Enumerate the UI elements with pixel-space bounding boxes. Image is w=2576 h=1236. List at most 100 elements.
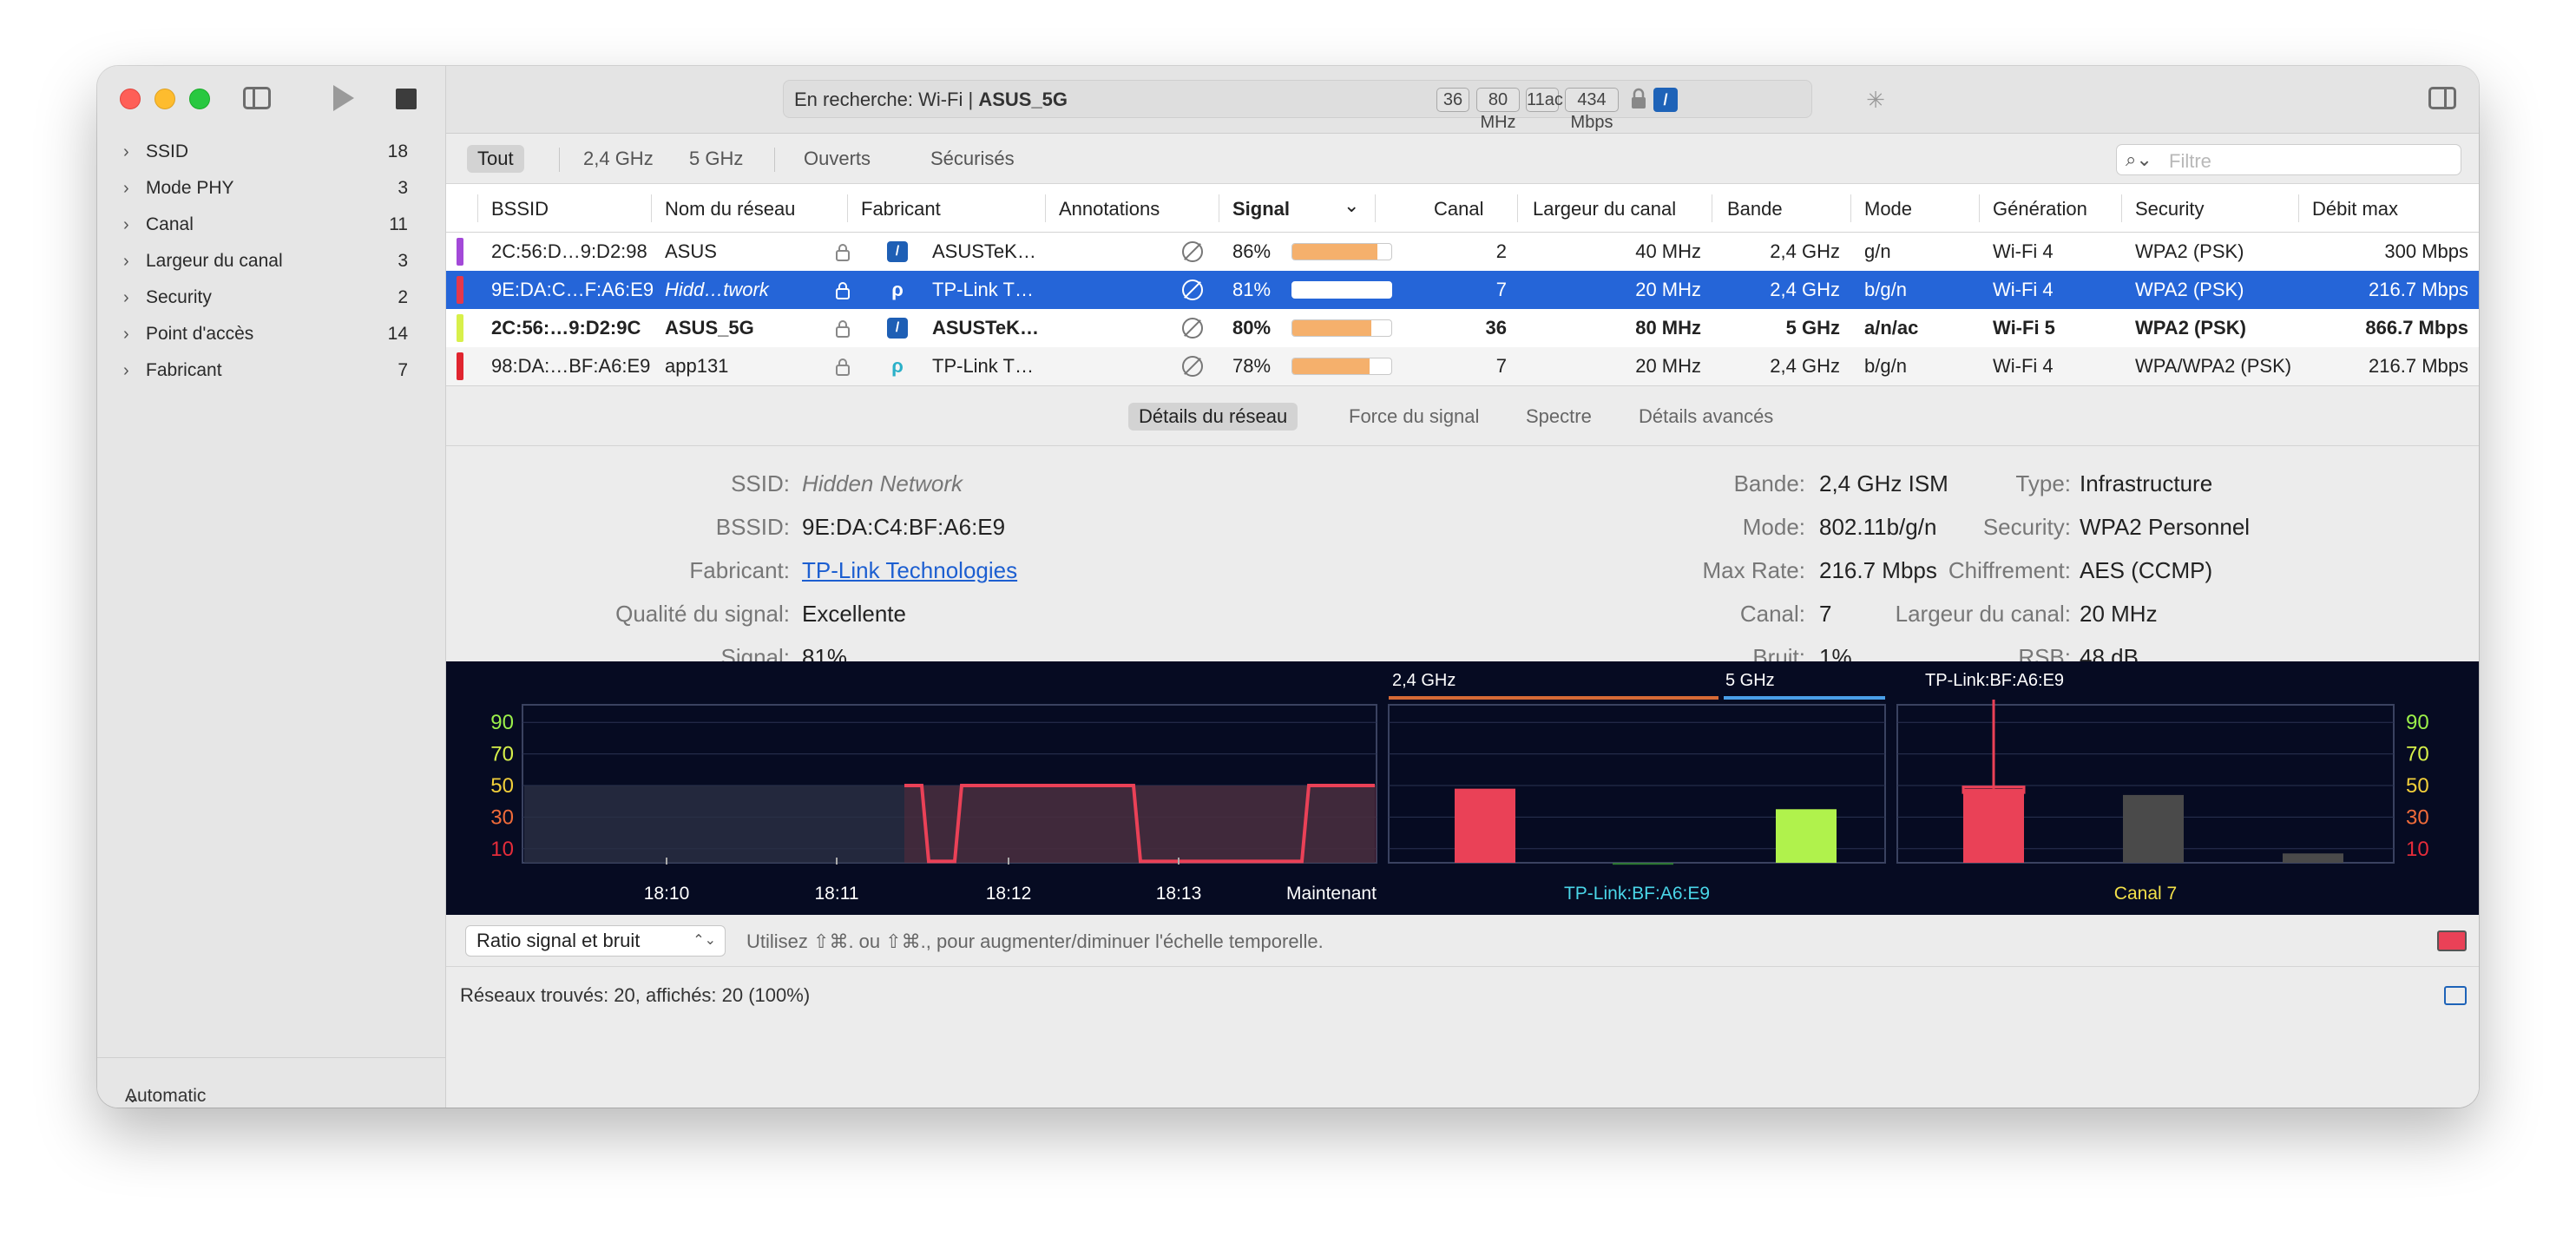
width-cell: 80 MHz (1635, 317, 1701, 339)
tab-spectrum[interactable]: Spectre (1526, 405, 1592, 427)
tab-network-details[interactable]: Détails du réseau (1128, 403, 1298, 431)
gen-cell: Wi-Fi 4 (1993, 279, 2054, 300)
detail-label: Mode: (1742, 514, 1805, 540)
graph-mode-value: Ratio signal et bruit (476, 930, 641, 951)
manufacturer-cell: ASUSTeK… (932, 240, 1036, 262)
play-icon[interactable] (333, 85, 354, 111)
column-separator (651, 194, 652, 222)
column-header[interactable]: Canal (1434, 198, 1484, 220)
detail-label: Bande: (1733, 470, 1805, 496)
main-area: En recherche: Wi-Fi | ASUS_5G 36 80 MHz … (446, 66, 2479, 1108)
sidebar-item[interactable]: › Canal 11 (97, 207, 446, 243)
detail-value: AES (CCMP) (2080, 557, 2213, 583)
tplink-logo-icon: ρ (891, 355, 904, 377)
y-tick-label: 10 (2406, 838, 2429, 861)
network-name-cell: app131 (665, 355, 729, 377)
detail-value: 7 (1819, 601, 1832, 627)
column-header[interactable]: Génération (1993, 198, 2087, 220)
detail-value: Infrastructure (2080, 470, 2213, 496)
sidebar-item[interactable]: › Point d'accès 14 (97, 316, 446, 352)
band-cell: 2,4 GHz (1770, 240, 1840, 262)
detail-tabs: Détails du réseau Force du signal Spectr… (446, 385, 2479, 446)
tab-advanced-details[interactable]: Détails avancés (1639, 405, 1774, 427)
filter-5ghz[interactable]: 5 GHz (689, 148, 744, 169)
search-field[interactable]: ⌕⌄ Filtre (2116, 144, 2461, 175)
column-separator (477, 194, 478, 222)
app-window: › SSID 18 › Mode PHY 3 › Canal 11 › Largeur du can… (97, 66, 2479, 1108)
filter-secured[interactable]: Sécurisés (930, 148, 1015, 169)
automatic-filters-menu[interactable]: Automatic Filters ⌄ (97, 1057, 446, 1108)
asus-brand-icon: / (1653, 88, 1678, 112)
no-annotation-icon[interactable] (1182, 241, 1203, 262)
y-tick-label: 50 (2406, 774, 2429, 798)
signal-graph: 90 90 70 70 50 50 30 30 10 10 18:10 18:11 18:12 18:13… (446, 661, 2479, 915)
column-header[interactable]: Nom du réseau (665, 198, 796, 220)
signal-cell: 81% (1232, 279, 1272, 300)
graph-mode-select[interactable]: Ratio signal et bruit ⌃⌄ (465, 925, 726, 957)
column-separator (1045, 194, 1046, 222)
table-row[interactable]: 98:DA:…BF:A6:E9 app131 ρ TP-Link T… 78% 7 20 M… (446, 347, 2479, 385)
minimize-window-button[interactable] (154, 89, 175, 109)
graph-color-swatch[interactable] (2437, 930, 2467, 951)
detail-value: WPA2 Personnel (2080, 514, 2251, 540)
sidebar-toggle-icon[interactable] (243, 87, 271, 109)
sidebar-item[interactable]: › Security 2 (97, 279, 446, 316)
zoom-hint: Utilisez ⇧⌘. ou ⇧⌘., pour augmenter/dimi… (746, 930, 1324, 952)
band-bar (1776, 809, 1837, 863)
network-name-cell: Hidd…twork (665, 279, 769, 300)
column-separator (1375, 194, 1376, 222)
sidebar: › SSID 18 › Mode PHY 3 › Canal 11 › Largeur du can… (97, 66, 446, 1108)
sort-chevron-icon[interactable]: ⌄ (1344, 194, 1360, 216)
stop-icon[interactable] (396, 89, 417, 109)
filter-24ghz[interactable]: 2,4 GHz (583, 148, 654, 169)
column-header[interactable]: Bande (1727, 198, 1783, 220)
graph-network-label: TP-Link:BF:A6:E9 (1564, 884, 1710, 904)
column-header[interactable]: Débit max (2312, 198, 2399, 220)
sidebar-item-count: 3 (398, 251, 408, 271)
detail-label: Canal: (1739, 601, 1805, 627)
sidebar-item[interactable]: › SSID 18 (97, 134, 446, 170)
signal-bar-fill (1292, 320, 1372, 336)
no-annotation-icon[interactable] (1182, 356, 1203, 377)
chevron-right-icon: › (123, 142, 129, 161)
sidebar-item[interactable]: › Fabricant 7 (97, 352, 446, 389)
close-window-button[interactable] (120, 89, 141, 109)
sidebar-item-label: Security (146, 287, 212, 307)
column-header[interactable]: Largeur du canal (1533, 198, 1677, 220)
sidebar-filter-list: › SSID 18 › Mode PHY 3 › Canal 11 › Largeur du can… (97, 134, 446, 389)
selected-network-bracket (1962, 786, 2026, 794)
column-separator (2121, 194, 2122, 222)
column-header[interactable]: Security (2135, 198, 2205, 220)
detail-label: Fabricant: (689, 557, 790, 583)
y-tick-label: 50 (490, 774, 514, 798)
no-annotation-icon[interactable] (1182, 318, 1203, 339)
column-header[interactable]: Signal (1232, 198, 1291, 220)
filter-all[interactable]: Tout (467, 145, 524, 173)
tab-signal-strength[interactable]: Force du signal (1349, 405, 1480, 427)
column-header[interactable]: Fabricant (861, 198, 941, 220)
column-header[interactable]: Annotations (1059, 198, 1160, 220)
time-label: 18:11 (815, 884, 859, 904)
band-cell: 5 GHz (1785, 317, 1840, 339)
signal-bar-fill (1292, 358, 1370, 374)
chevron-down-icon: ⌄ (125, 1087, 141, 1107)
filter-open[interactable]: Ouverts (804, 148, 871, 169)
zoom-window-button[interactable] (189, 89, 210, 109)
asus-logo-icon: / (887, 318, 908, 339)
sidebar-item-label: Largeur du canal (146, 251, 283, 271)
no-annotation-icon[interactable] (1182, 279, 1203, 300)
sidebar-item[interactable]: › Largeur du canal 3 (97, 243, 446, 279)
column-header[interactable]: Mode (1864, 198, 1913, 220)
width-cell: 40 MHz (1635, 240, 1701, 262)
band-24-label: 2,4 GHz (1392, 671, 1456, 690)
inspector-toggle-icon[interactable] (2428, 87, 2456, 109)
table-row[interactable]: 9E:DA:C…F:A6:E9 Hidd…twork ρ TP-Link T… 81% 7… (446, 271, 2479, 309)
column-header[interactable]: BSSID (491, 198, 549, 220)
console-icon[interactable] (2444, 986, 2467, 1005)
sidebar-item[interactable]: › Mode PHY 3 (97, 170, 446, 207)
manufacturer-cell: ASUSTeK… (932, 317, 1040, 339)
table-row[interactable]: 2C:56:…9:D2:9C ASUS_5G / ASUSTeK… 80% 36 80 MH… (446, 309, 2479, 347)
table-row[interactable]: 2C:56:D…9:D2:98 ASUS / ASUSTeK… 86% 2 40 MHz 2,… (446, 233, 2479, 271)
manufacturer-link[interactable]: TP-Link Technologies (802, 557, 1018, 583)
gen-cell: Wi-Fi 4 (1993, 240, 2054, 262)
